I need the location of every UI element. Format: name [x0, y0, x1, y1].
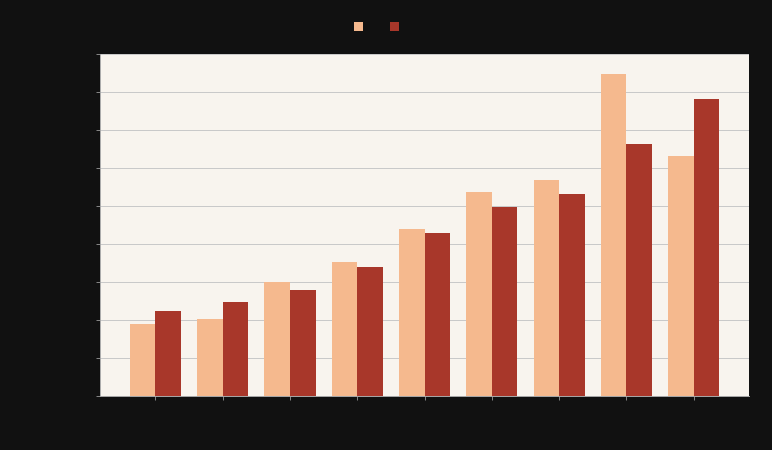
Bar: [425, 233, 450, 396]
Bar: [265, 282, 290, 396]
Bar: [222, 302, 249, 396]
Legend: , : ,: [349, 16, 409, 39]
Bar: [399, 229, 425, 396]
Bar: [466, 193, 492, 396]
Bar: [694, 99, 720, 396]
Bar: [155, 310, 181, 396]
Bar: [669, 156, 694, 396]
Bar: [130, 324, 155, 396]
Bar: [533, 180, 559, 396]
Bar: [601, 74, 627, 396]
Bar: [492, 207, 517, 396]
Bar: [197, 319, 222, 396]
Bar: [357, 267, 383, 396]
Bar: [559, 194, 584, 396]
Bar: [290, 290, 316, 396]
Bar: [627, 144, 652, 396]
Bar: [332, 261, 357, 396]
